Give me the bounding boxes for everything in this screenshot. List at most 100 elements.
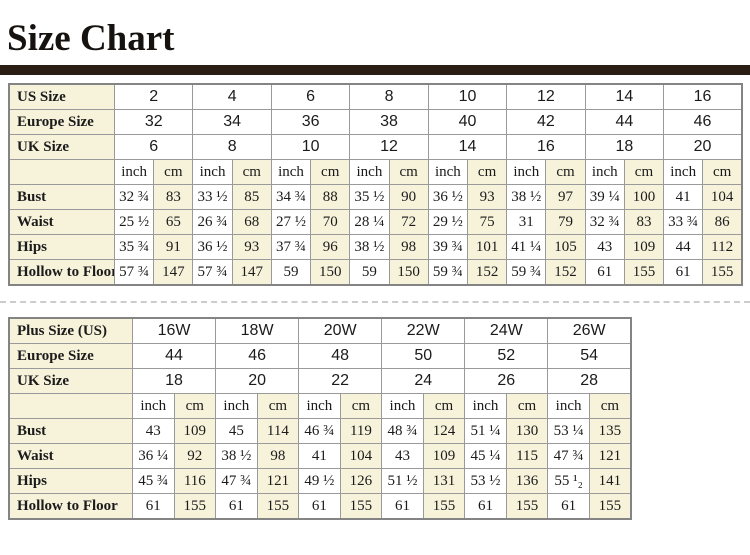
size-value: 34 bbox=[192, 109, 272, 135]
measurement-row: Hollow to Floor 57 ¾ 147 57 ¾ 147 59 150 59 150 5… bbox=[8, 259, 743, 286]
measurement-row: Hollow to Floor 61 155 61 155 61 155 61 155 61 155… bbox=[8, 493, 632, 520]
size-value: 16 bbox=[506, 134, 586, 160]
row-label: UK Size bbox=[8, 368, 133, 394]
measurement-cm-value: 147 bbox=[231, 259, 272, 286]
measurement-inch-value: 26 ¾ bbox=[192, 209, 233, 235]
measurement-cm-value: 97 bbox=[545, 184, 586, 210]
row-label: Bust bbox=[8, 184, 115, 210]
measurement-inch-value: 31 bbox=[506, 209, 547, 235]
measurement-inch-value: 59 bbox=[349, 259, 390, 286]
measurement-inch-value: 45 ¾ bbox=[132, 468, 175, 494]
measurement-cm-value: 93 bbox=[231, 234, 272, 260]
measurement-cm-value: 155 bbox=[173, 493, 217, 520]
measurement-cm-value: 119 bbox=[339, 418, 383, 444]
size-value: 20 bbox=[663, 134, 743, 160]
unit-inch-label: inch bbox=[547, 393, 590, 419]
measurement-inch-value: 41 bbox=[663, 184, 704, 210]
measurement-inch-value: 34 ¾ bbox=[270, 184, 312, 210]
row-label: Hips bbox=[8, 234, 115, 260]
unit-cm-label: cm bbox=[153, 159, 194, 185]
measurement-cm-value: 135 bbox=[588, 418, 632, 444]
measurement-cm-value: 155 bbox=[588, 493, 632, 520]
size-value: 22 bbox=[298, 368, 383, 394]
row-label: US Size bbox=[8, 83, 115, 110]
row-label: Europe Size bbox=[8, 109, 115, 135]
measurement-inch-value: 57 ¾ bbox=[192, 259, 233, 286]
measurement-cm-value: 152 bbox=[545, 259, 586, 286]
plus-size-table: Plus Size (US) 16W 18W 20W 22W 24W 26W Europe S… bbox=[8, 317, 632, 520]
unit-cm-label: cm bbox=[545, 159, 586, 185]
measurement-row: Waist 36 ¼ 92 38 ½ 98 41 104 43 109 45 ¼ 115 47 ¾ 12… bbox=[8, 443, 632, 469]
measurement-inch-value: 53 ½ bbox=[464, 468, 507, 494]
measurement-inch-value: 43 bbox=[132, 418, 175, 444]
size-value: 20 bbox=[215, 368, 300, 394]
measurement-cm-value: 72 bbox=[388, 209, 429, 235]
measurement-inch-value: 41 ¼ bbox=[506, 234, 547, 260]
unit-inch-label: inch bbox=[192, 159, 233, 185]
measurement-inch-value: 61 bbox=[298, 493, 341, 520]
size-value: 48 bbox=[298, 343, 383, 369]
measurement-inch-value: 46 ¾ bbox=[298, 418, 341, 444]
size-value: 8 bbox=[192, 134, 272, 160]
unit-inch-label: inch bbox=[506, 159, 547, 185]
measurement-inch-value: 45 ¼ bbox=[464, 443, 507, 469]
unit-header-row: inch cm inch cm inch cm inch cm inch cm inch cm inch… bbox=[8, 159, 743, 185]
measurement-cm-value: 68 bbox=[231, 209, 272, 235]
row-label: Plus Size (US) bbox=[8, 317, 133, 344]
measurement-cm-value: 115 bbox=[505, 443, 549, 469]
unit-inch-label: inch bbox=[298, 393, 341, 419]
measurement-cm-value: 100 bbox=[623, 184, 665, 210]
size-value: 26 bbox=[464, 368, 549, 394]
size-header-row: UK Size 6 8 10 12 14 16 18 20 bbox=[8, 134, 743, 160]
size-value: 6 bbox=[270, 83, 351, 110]
measurement-cm-value: 121 bbox=[256, 468, 300, 494]
measurement-inch-value: 53 ¼ bbox=[547, 418, 590, 444]
measurement-cm-value: 152 bbox=[466, 259, 508, 286]
size-value: 10 bbox=[270, 134, 351, 160]
measurement-inch-value: 59 ¾ bbox=[506, 259, 547, 286]
size-value: 44 bbox=[584, 109, 665, 135]
measurement-cm-value: 150 bbox=[310, 259, 351, 286]
unit-cm-label: cm bbox=[339, 393, 383, 419]
regular-size-table: US Size 2 4 6 8 10 12 14 16 Europe Size 32 34 36 38 40… bbox=[8, 83, 743, 286]
unit-cm-label: cm bbox=[310, 159, 351, 185]
unit-cm-label: cm bbox=[466, 159, 508, 185]
size-header-row: Europe Size 44 46 48 50 52 54 bbox=[8, 343, 632, 369]
unit-cm-label: cm bbox=[256, 393, 300, 419]
measurement-inch-value: 37 ¾ bbox=[270, 234, 312, 260]
measurement-inch-value: 35 ½ bbox=[349, 184, 390, 210]
title-rule-bar bbox=[0, 65, 750, 75]
measurement-cm-value: 90 bbox=[388, 184, 429, 210]
size-value: 18 bbox=[131, 368, 217, 394]
measurement-cm-value: 155 bbox=[339, 493, 383, 520]
measurement-cm-value: 91 bbox=[153, 234, 194, 260]
unit-cm-label: cm bbox=[173, 393, 217, 419]
measurement-inch-value: 48 ¾ bbox=[381, 418, 424, 444]
size-value: 18W bbox=[215, 317, 300, 344]
measurement-inch-value: 27 ½ bbox=[270, 209, 312, 235]
measurement-cm-value: 109 bbox=[623, 234, 665, 260]
unit-cm-label: cm bbox=[231, 159, 272, 185]
measurement-cm-value: 130 bbox=[505, 418, 549, 444]
size-value: 26W bbox=[547, 317, 632, 344]
measurement-row: Hips 45 ¾ 116 47 ¾ 121 49 ½ 126 51 ½ 131 53 ½ 136 5… bbox=[8, 468, 632, 494]
size-value: 14 bbox=[584, 83, 665, 110]
size-value: 6 bbox=[113, 134, 194, 160]
measurement-inch-value: 47 ¾ bbox=[547, 443, 590, 469]
size-value: 28 bbox=[547, 368, 632, 394]
unit-cm-label: cm bbox=[505, 393, 549, 419]
size-value: 46 bbox=[215, 343, 300, 369]
measurement-cm-value: 121 bbox=[588, 443, 632, 469]
measurement-inch-value: 33 ¾ bbox=[663, 209, 704, 235]
unit-cm-label: cm bbox=[623, 159, 665, 185]
measurement-cm-value: 131 bbox=[422, 468, 466, 494]
measurement-inch-value: 43 bbox=[381, 443, 424, 469]
measurement-cm-value: 104 bbox=[339, 443, 383, 469]
size-value: 18 bbox=[584, 134, 665, 160]
unit-header-row: inch cm inch cm inch cm inch cm inch cm inch cm bbox=[8, 393, 632, 419]
measurement-inch-value: 35 ¾ bbox=[113, 234, 155, 260]
size-value: 46 bbox=[663, 109, 743, 135]
unit-cm-label: cm bbox=[702, 159, 743, 185]
measurement-inch-value: 38 ½ bbox=[215, 443, 258, 469]
